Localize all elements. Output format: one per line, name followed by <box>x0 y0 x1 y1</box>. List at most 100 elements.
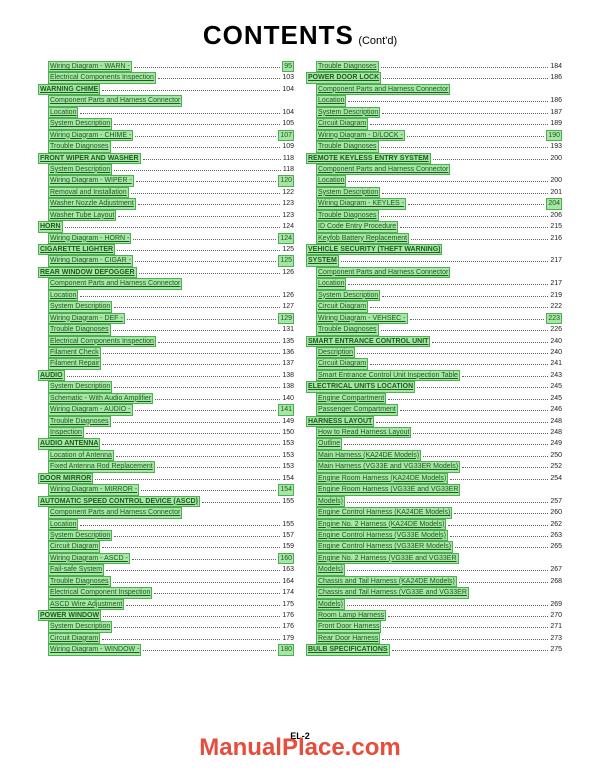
toc-item-label[interactable]: Fixed Antenna Rod Replacement <box>48 461 155 472</box>
toc-page-number[interactable]: 141 <box>278 404 294 415</box>
toc-item-label[interactable]: Main Harness (VG33E and VG33ER Models) <box>316 461 460 472</box>
toc-section-label[interactable]: SMART ENTRANCE CONTROL UNIT <box>306 336 430 347</box>
toc-item-label[interactable]: Engine Control Harness (KA24DE Models) <box>316 507 452 518</box>
toc-section-label[interactable]: VEHICLE SECURITY (THEFT WARNING) <box>306 244 442 255</box>
toc-item-label[interactable]: Fail-safe System <box>48 564 104 575</box>
toc-item-label[interactable]: Wiring Diagram - MIRROR - <box>48 484 139 495</box>
toc-item-label[interactable]: Chassis and Tail Harness (VG33E and VG33… <box>316 587 469 598</box>
toc-item-label[interactable]: Component Parts and Harness Connector <box>316 84 450 95</box>
toc-section-label[interactable]: DOOR MIRROR <box>38 473 93 484</box>
toc-item-label[interactable]: System Description <box>316 290 380 301</box>
toc-item-label[interactable]: Main Harness (KA24DE Models) <box>316 450 421 461</box>
toc-item-label[interactable]: Wiring Diagram - WINDOW - <box>48 644 141 655</box>
toc-item-label[interactable]: Keyfob Battery Replacement <box>316 233 409 244</box>
toc-item-label[interactable]: Filament Check <box>48 347 101 358</box>
toc-item-label[interactable]: System Description <box>48 301 112 312</box>
toc-item-label[interactable]: Smart Entrance Control Unit Inspection T… <box>316 370 460 381</box>
toc-item-label[interactable]: Rear Door Harness <box>316 633 380 644</box>
toc-section-label[interactable]: SYSTEM <box>306 255 339 266</box>
toc-item-label[interactable]: ASCD Wire Adjustment <box>48 599 124 610</box>
toc-item-label[interactable]: Circuit Diagram <box>316 118 368 129</box>
toc-section-label[interactable]: REMOTE KEYLESS ENTRY SYSTEM <box>306 153 431 164</box>
toc-item-label[interactable]: System Description <box>48 118 112 129</box>
toc-item-label[interactable]: Trouble Diagnoses <box>48 416 111 427</box>
toc-item-label[interactable]: Location <box>316 175 346 186</box>
toc-page-number[interactable]: 204 <box>546 198 562 209</box>
toc-item-label[interactable]: Inspection <box>48 427 84 438</box>
toc-item-label[interactable]: Wiring Diagram - WIPER - <box>48 175 134 186</box>
toc-section-label[interactable]: HORN <box>38 221 63 232</box>
toc-item-label[interactable]: Trouble Diagnoses <box>48 324 111 335</box>
toc-item-label[interactable]: Electrical Components Inspection <box>48 336 156 347</box>
toc-page-number[interactable]: 129 <box>278 313 294 324</box>
toc-item-label[interactable]: Wiring Diagram - CHIME - <box>48 130 133 141</box>
toc-page-number[interactable]: 154 <box>278 484 294 495</box>
toc-item-label[interactable]: Room Lamp Harness <box>316 610 386 621</box>
toc-item-label[interactable]: How to Read Harness Layout <box>316 427 411 438</box>
toc-item-label[interactable]: Wiring Diagram - DEF - <box>48 313 125 324</box>
toc-item-label[interactable]: System Description <box>48 621 112 632</box>
toc-section-label[interactable]: POWER DOOR LOCK <box>306 72 381 83</box>
toc-item-label[interactable]: Filament Repair <box>48 358 101 369</box>
toc-item-label[interactable]: Front Door Harness <box>316 621 381 632</box>
toc-item-label[interactable]: Wiring Diagram - D/LOCK - <box>316 130 405 141</box>
toc-item-label[interactable]: System Description <box>48 164 112 175</box>
toc-item-label[interactable]: Wiring Diagram - KEYLES - <box>316 198 406 209</box>
toc-item-label[interactable]: Removal and Installation <box>48 187 129 198</box>
toc-item-label[interactable]: Washer Tube Layout <box>48 210 116 221</box>
toc-item-label[interactable]: Models) <box>316 599 345 610</box>
toc-item-label[interactable]: Location of Antenna <box>48 450 114 461</box>
toc-item-label[interactable]: Schematic - With Audio Amplifier <box>48 393 153 404</box>
toc-section-label[interactable]: REAR WINDOW DEFOGGER <box>38 267 137 278</box>
toc-item-label[interactable]: Models) <box>316 496 345 507</box>
toc-section-label[interactable]: BULB SPECIFICATIONS <box>306 644 390 655</box>
toc-item-label[interactable]: Trouble Diagnoses <box>316 210 379 221</box>
toc-item-label[interactable]: Circuit Diagram <box>316 301 368 312</box>
toc-page-number[interactable]: 160 <box>278 553 294 564</box>
toc-item-label[interactable]: Trouble Diagnoses <box>48 576 111 587</box>
toc-item-label[interactable]: Description <box>316 347 355 358</box>
toc-item-label[interactable]: Location <box>48 519 78 530</box>
toc-section-label[interactable]: FRONT WIPER AND WASHER <box>38 153 141 164</box>
toc-item-label[interactable]: Location <box>316 278 346 289</box>
toc-item-label[interactable]: Wiring Diagram - CIGAR - <box>48 255 133 266</box>
toc-section-label[interactable]: AUDIO ANTENNA <box>38 438 100 449</box>
toc-item-label[interactable]: System Description <box>48 381 112 392</box>
toc-item-label[interactable]: Electrical Components Inspection <box>48 72 156 83</box>
toc-item-label[interactable]: Washer Nozzle Adjustment <box>48 198 136 209</box>
toc-item-label[interactable]: Engine No. 2 Harness (KA24DE Models) <box>316 519 446 530</box>
toc-item-label[interactable]: Component Parts and Harness Connector <box>316 267 450 278</box>
toc-page-number[interactable]: 124 <box>278 233 294 244</box>
toc-page-number[interactable]: 125 <box>278 255 294 266</box>
toc-item-label[interactable]: Location <box>48 290 78 301</box>
toc-item-label[interactable]: Component Parts and Harness Connector <box>48 95 182 106</box>
toc-item-label[interactable]: Wiring Diagram - AUDIO - <box>48 404 133 415</box>
toc-item-label[interactable]: Models) <box>316 564 345 575</box>
toc-item-label[interactable]: ID Code Entry Procedure <box>316 221 398 232</box>
toc-item-label[interactable]: Engine Room Harness (VG33E and VG33ER <box>316 484 460 495</box>
toc-item-label[interactable]: Electrical Component Inspection <box>48 587 152 598</box>
toc-item-label[interactable]: Engine Control Harness (VG33E Models) <box>316 530 448 541</box>
toc-item-label[interactable]: Circuit Diagram <box>316 358 368 369</box>
toc-item-label[interactable]: Component Parts and Harness Connector <box>48 507 182 518</box>
toc-section-label[interactable]: HARNESS LAYOUT <box>306 416 374 427</box>
toc-item-label[interactable]: Chassis and Tail Harness (KA24DE Models) <box>316 576 457 587</box>
toc-page-number[interactable]: 190 <box>546 130 562 141</box>
toc-item-label[interactable]: Trouble Diagnoses <box>316 324 379 335</box>
toc-page-number[interactable]: 107 <box>278 130 294 141</box>
toc-item-label[interactable]: Circuit Diagram <box>48 633 100 644</box>
toc-item-label[interactable]: Passenger Compartment <box>316 404 398 415</box>
toc-item-label[interactable]: Wiring Diagram - HORN - <box>48 233 131 244</box>
toc-item-label[interactable]: Engine Compartment <box>316 393 386 404</box>
toc-section-label[interactable]: WARNING CHIME <box>38 84 100 95</box>
toc-item-label[interactable]: Location <box>316 95 346 106</box>
toc-item-label[interactable]: Component Parts and Harness Connector <box>316 164 450 175</box>
toc-page-number[interactable]: 180 <box>278 644 294 655</box>
toc-item-label[interactable]: System Description <box>316 107 380 118</box>
toc-section-label[interactable]: AUDIO <box>38 370 65 381</box>
toc-item-label[interactable]: Trouble Diagnoses <box>316 141 379 152</box>
toc-page-number[interactable]: 120 <box>278 175 294 186</box>
toc-item-label[interactable]: System Description <box>48 530 112 541</box>
toc-item-label[interactable]: Wiring Diagram - WARN - <box>48 61 132 72</box>
toc-item-label[interactable]: Component Parts and Harness Connector <box>48 278 182 289</box>
